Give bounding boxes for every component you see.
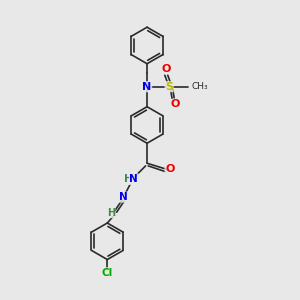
Text: H: H — [107, 208, 115, 218]
Text: H: H — [124, 174, 133, 184]
Text: O: O — [170, 99, 180, 110]
Text: O: O — [165, 164, 174, 174]
Text: Cl: Cl — [102, 268, 113, 278]
Text: N: N — [119, 192, 128, 202]
Text: O: O — [161, 64, 171, 74]
Text: N: N — [142, 82, 152, 92]
Text: S: S — [165, 82, 173, 92]
Text: CH₃: CH₃ — [191, 82, 208, 91]
Text: N: N — [129, 174, 138, 184]
